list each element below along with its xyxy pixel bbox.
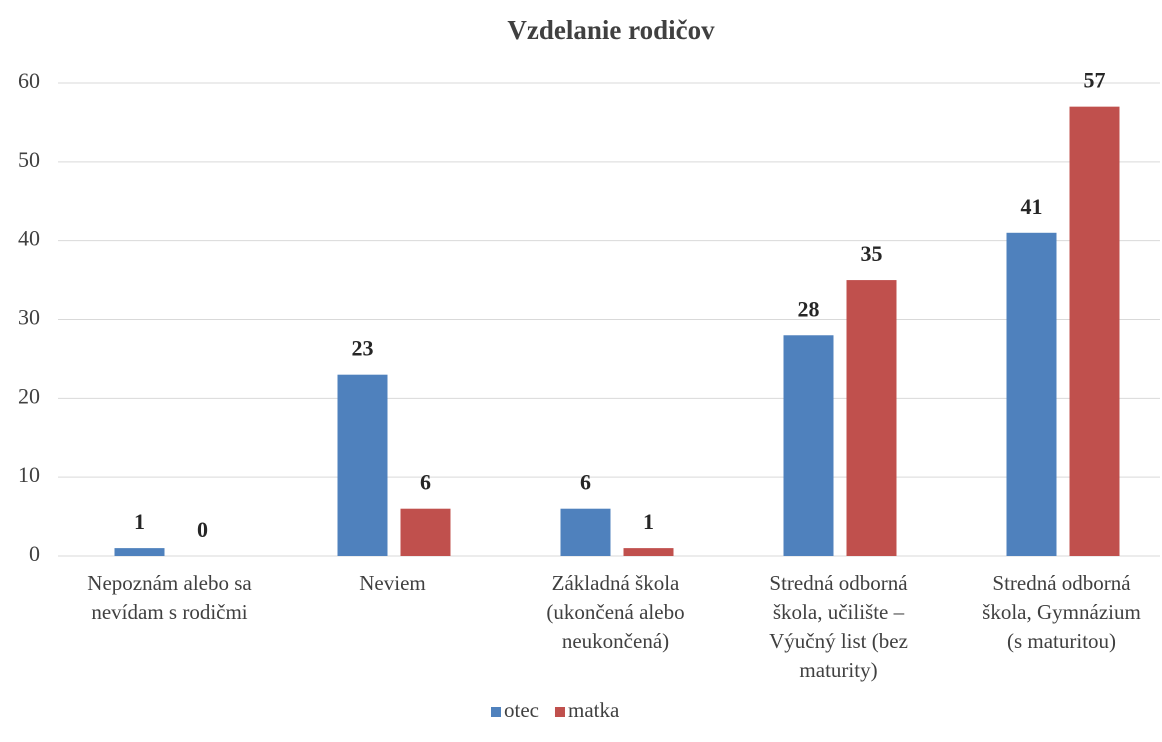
value-label: 41	[1021, 194, 1043, 219]
value-label: 23	[352, 336, 374, 361]
bar	[114, 548, 165, 556]
bar	[560, 508, 611, 556]
bar	[1006, 232, 1057, 557]
y-tick-label: 10	[18, 462, 40, 487]
value-label: 57	[1084, 68, 1106, 93]
bar	[783, 335, 834, 556]
x-tick-label: Neviem	[359, 571, 425, 595]
y-tick-label: 20	[18, 383, 40, 408]
bar	[623, 548, 674, 556]
value-label: 6	[580, 470, 591, 495]
y-tick-label: 50	[18, 147, 40, 172]
x-tick-label: Nepoznám alebo sa nevídam s rodičmi	[87, 571, 252, 624]
bar	[846, 280, 897, 556]
value-label: 28	[798, 296, 820, 321]
legend-swatch	[554, 707, 565, 717]
legend-label: otec	[504, 698, 539, 722]
bar	[1069, 106, 1120, 557]
value-label: 1	[134, 509, 145, 534]
value-label: 0	[197, 517, 208, 542]
x-tick-label: Stredná odborná škola, Gymnázium (s maturi…	[982, 571, 1141, 653]
bar	[400, 508, 451, 556]
bar	[337, 374, 388, 556]
y-tick-label: 30	[18, 305, 40, 330]
value-label: 35	[861, 241, 883, 266]
x-tick-label: Základná škola (ukončená alebo neukončená)	[546, 571, 684, 653]
legend-swatch	[491, 707, 501, 717]
value-label: 1	[643, 509, 654, 534]
y-tick-label: 40	[18, 226, 40, 251]
y-tick-label: 0	[29, 541, 40, 566]
y-tick-label: 60	[18, 68, 40, 93]
x-tick-label: Stredná odborná škola, učilište – Výučný l…	[769, 571, 908, 682]
value-label: 6	[420, 470, 431, 495]
legend-label: matka	[568, 698, 620, 722]
chart-title: Vzdelanie rodičov	[507, 15, 715, 45]
